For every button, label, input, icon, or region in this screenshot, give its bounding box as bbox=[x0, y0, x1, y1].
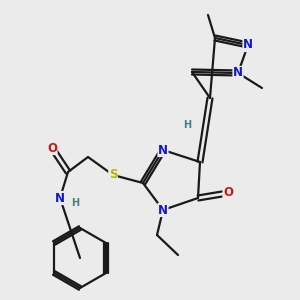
Text: N: N bbox=[243, 38, 253, 52]
Text: N: N bbox=[158, 143, 168, 157]
Text: O: O bbox=[223, 187, 233, 200]
Text: N: N bbox=[158, 203, 168, 217]
Text: S: S bbox=[109, 169, 117, 182]
Text: H: H bbox=[71, 198, 79, 208]
Text: O: O bbox=[47, 142, 57, 154]
Text: H: H bbox=[183, 120, 191, 130]
Text: N: N bbox=[233, 67, 243, 80]
Text: N: N bbox=[55, 191, 65, 205]
